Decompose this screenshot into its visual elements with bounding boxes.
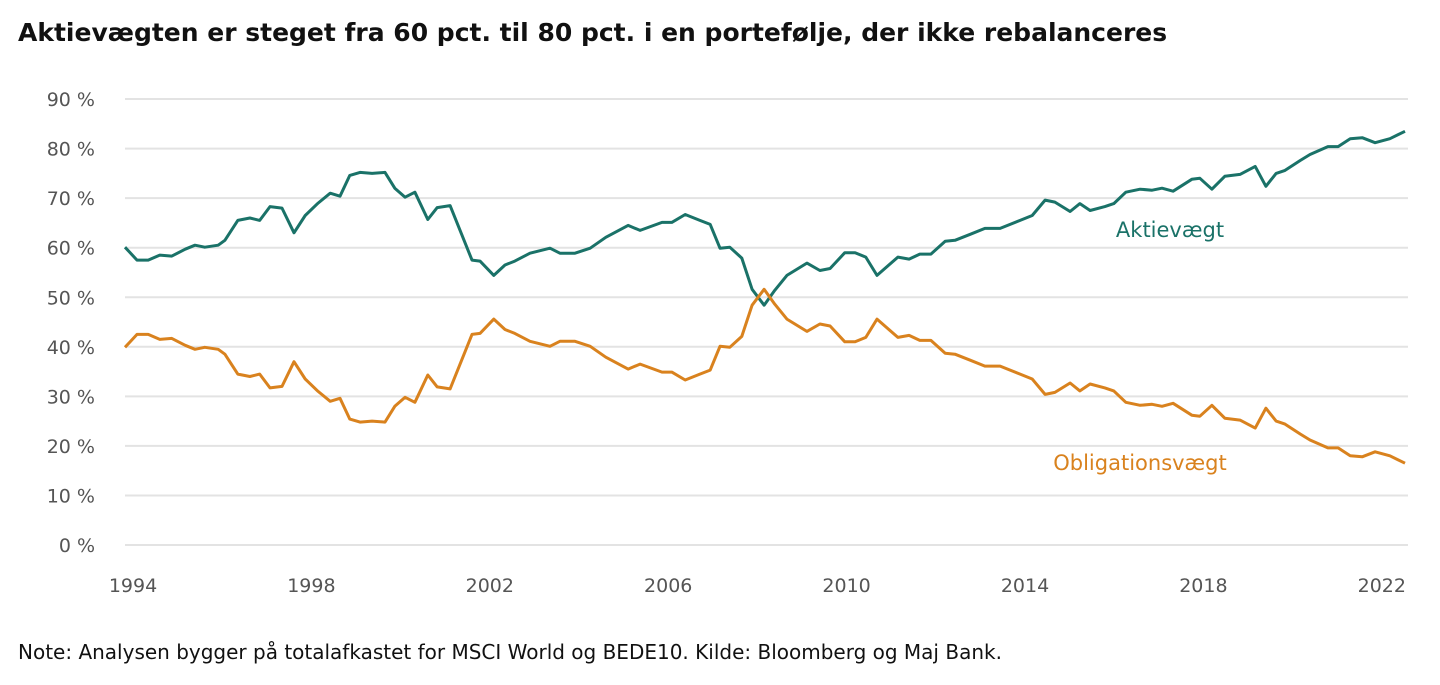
series-line-obligationsvaegt [123,287,1406,465]
x-tick-label: 1998 [287,575,335,597]
series-label-aktievaegt: Aktievægt [1116,218,1224,242]
series-label-obligationsvaegt: Obligationsvægt [1053,451,1227,475]
x-tick-label: 2002 [466,575,514,597]
y-tick-label: 10 % [47,485,95,507]
chart-title: Aktievægten er steget fra 60 pct. til 80… [18,18,1168,47]
y-tick-label: 30 % [47,386,95,408]
x-tick-label: 2018 [1179,575,1227,597]
y-tick-label: 70 % [47,188,95,210]
x-tick-label: 2022 [1358,575,1406,597]
chart-note: Note: Analysen bygger på totalafkastet f… [18,640,1002,664]
y-tick-label: 40 % [47,337,95,359]
x-tick-label: 2014 [1001,575,1049,597]
y-tick-label: 60 % [47,238,95,260]
x-tick-label: 2006 [644,575,692,597]
series-line-aktievaegt [123,129,1406,307]
y-tick-label: 0 % [59,535,95,557]
y-tick-label: 20 % [47,436,95,458]
x-tick-label: 1994 [109,575,157,597]
y-tick-label: 90 % [47,89,95,111]
x-tick-label: 2010 [822,575,870,597]
y-tick-label: 50 % [47,287,95,309]
y-tick-label: 80 % [47,139,95,161]
